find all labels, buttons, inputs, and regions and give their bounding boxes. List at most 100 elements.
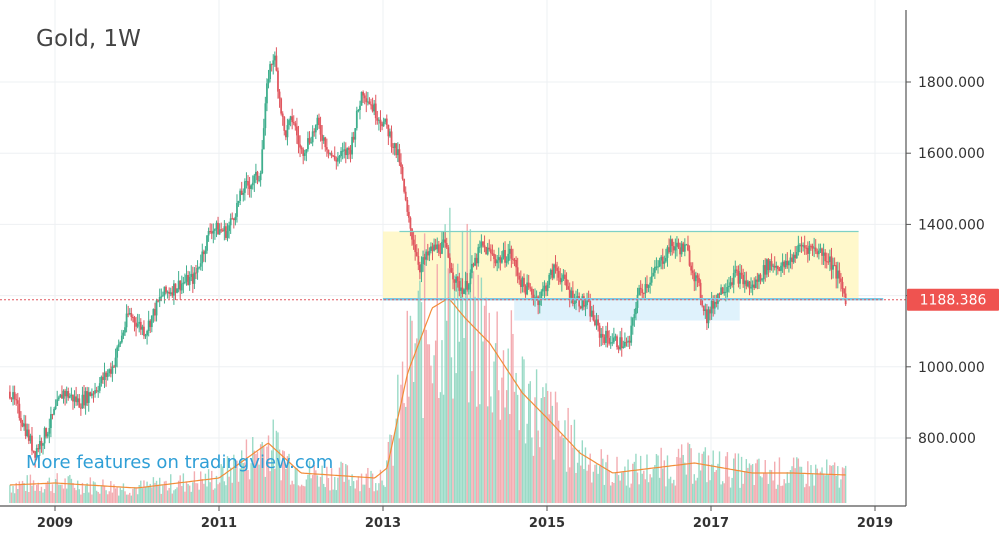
volume-bar <box>627 459 629 503</box>
candle-body <box>218 229 221 235</box>
volume-bar <box>569 467 571 503</box>
candle-body <box>583 296 585 307</box>
candle-body <box>401 167 404 179</box>
volume-bar <box>438 397 440 503</box>
candle-body <box>251 182 254 186</box>
candle-body <box>419 264 421 273</box>
volume-bar <box>318 486 320 503</box>
candle-body <box>783 261 786 268</box>
candle-body <box>726 287 729 292</box>
volume-bar <box>192 482 194 503</box>
volume-bar <box>559 436 561 503</box>
candle-body <box>91 393 93 396</box>
candle-body <box>767 259 770 271</box>
candle-body <box>409 217 412 229</box>
candle-body <box>661 256 664 264</box>
candle-body <box>712 300 715 309</box>
volume-bar <box>676 456 678 503</box>
volume-bar <box>840 479 842 503</box>
volume-bar <box>636 472 639 503</box>
volume-bar <box>286 456 289 503</box>
volume-bar <box>767 483 770 503</box>
y-tick-label: 1800.000 <box>918 75 985 91</box>
candle-body <box>590 310 593 317</box>
volume-bar <box>304 486 306 503</box>
candle-body <box>226 230 229 238</box>
candle-body <box>371 104 374 112</box>
volume-bar <box>400 384 402 503</box>
volume-bar <box>617 475 620 503</box>
candle-body <box>239 190 242 201</box>
candle-body <box>387 124 390 137</box>
volume-bar <box>364 484 366 503</box>
candle-body <box>742 274 745 285</box>
volume-bar <box>680 444 683 503</box>
volume-bar <box>337 477 339 503</box>
volume-bar <box>56 473 58 503</box>
candle-body <box>529 287 532 289</box>
candle-body <box>480 241 483 247</box>
candle-body <box>635 307 637 315</box>
candle-body <box>650 275 653 283</box>
candle-body <box>65 391 68 397</box>
candle-body <box>53 409 55 415</box>
volume-bar <box>651 477 653 503</box>
volume-bar <box>70 478 73 503</box>
candle-body <box>463 289 465 294</box>
volume-bar <box>31 485 33 503</box>
candle-body <box>321 134 324 141</box>
candle-body <box>42 443 44 446</box>
volume-bar <box>720 484 722 503</box>
candle-body <box>784 260 787 268</box>
candle-body <box>732 272 735 285</box>
volume-bar <box>393 432 396 503</box>
volume-bar <box>23 483 25 503</box>
volume-bar <box>204 473 207 503</box>
volume-bar <box>184 491 186 503</box>
candle-body <box>343 149 346 151</box>
volume-bar <box>707 455 710 503</box>
volume-bar <box>12 485 14 503</box>
volume-bar <box>712 450 714 503</box>
tradingview-watermark[interactable]: More features on tradingview.com <box>26 452 334 473</box>
candle-body <box>180 283 183 291</box>
volume-bar <box>764 460 766 503</box>
volume-bar <box>592 471 595 503</box>
candle-body <box>549 269 552 275</box>
volume-bar <box>643 470 645 503</box>
candle-body <box>657 266 659 268</box>
candle-body <box>709 309 711 314</box>
volume-bar <box>163 481 166 503</box>
candle-body <box>747 281 749 287</box>
volume-bar <box>471 371 473 503</box>
volume-bar <box>531 437 533 503</box>
candle-body <box>698 277 700 283</box>
volume-bar <box>677 448 680 503</box>
candle-body <box>255 171 257 176</box>
candle-body <box>139 321 142 330</box>
candle-body <box>73 396 76 402</box>
volume-bar <box>367 467 369 503</box>
volume-bar <box>129 492 131 503</box>
candle-body <box>234 216 237 221</box>
candle-body <box>485 246 488 255</box>
candle-body <box>567 286 570 290</box>
candle-body <box>545 285 547 292</box>
volume-bar <box>430 365 432 503</box>
candle-body <box>824 252 827 262</box>
volume-bar <box>345 463 347 503</box>
volume-bar <box>526 423 528 503</box>
candle-body <box>524 286 527 295</box>
candle-body <box>592 310 595 321</box>
volume-bar <box>26 475 28 503</box>
volume-bar <box>392 465 394 503</box>
candle-body <box>303 153 306 156</box>
volume-bar <box>73 487 76 503</box>
volume-bar <box>326 466 328 503</box>
volume-bar <box>578 449 580 503</box>
candle-body <box>92 393 95 395</box>
volume-bar <box>315 470 317 503</box>
volume-bar <box>464 272 467 503</box>
candle-body <box>671 239 674 246</box>
